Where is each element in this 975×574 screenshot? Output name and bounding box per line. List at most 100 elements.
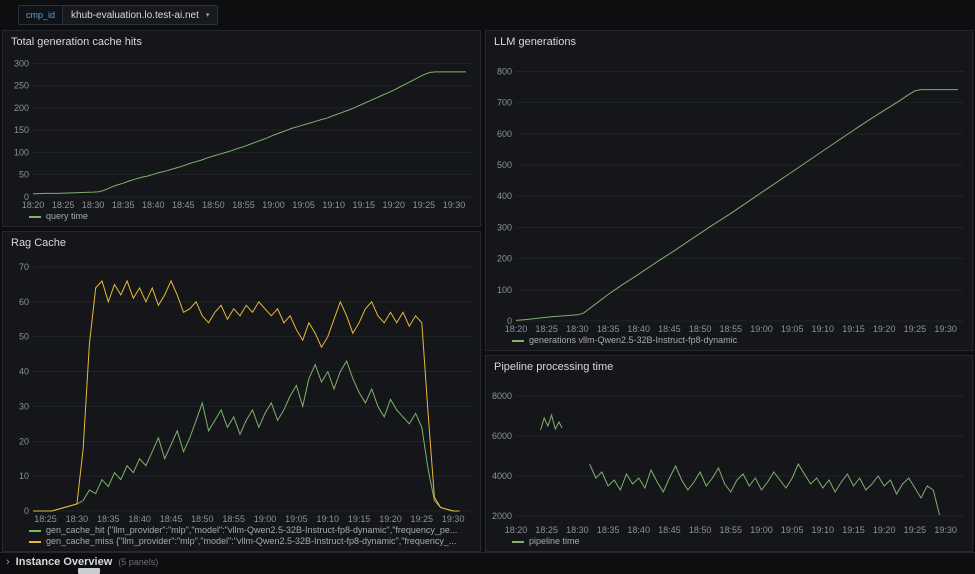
x-tick-label: 19:20	[873, 525, 896, 535]
x-tick-label: 19:00	[262, 200, 285, 210]
x-tick-label: 18:20	[22, 200, 45, 210]
dashboard-column-left: Total generation cache hits 0 50 100 150 200…	[2, 30, 481, 552]
x-tick-label: 19:00	[750, 324, 773, 334]
x-tick-label: 18:50	[689, 324, 712, 334]
x-tick-label: 18:25	[52, 200, 75, 210]
y-tick-label: 6000	[492, 431, 512, 441]
x-tick-label: 18:25	[535, 525, 558, 535]
x-tick-label: 18:50	[202, 200, 225, 210]
x-tick-label: 18:55	[232, 200, 255, 210]
x-tick-label: 19:30	[442, 514, 465, 524]
x-tick-label: 18:40	[128, 514, 151, 524]
series-line	[33, 279, 460, 512]
x-tick-label: 18:30	[82, 200, 105, 210]
legend-swatch	[29, 540, 41, 543]
dashboard-grid: Total generation cache hits 0 50 100 150 200…	[0, 30, 975, 552]
x-tick-label: 19:15	[842, 525, 865, 535]
y-tick-label: 30	[19, 401, 29, 411]
x-tick-label: 18:50	[191, 514, 214, 524]
x-tick-label: 19:10	[812, 525, 835, 535]
panel-title[interactable]: Pipeline processing time	[494, 361, 614, 373]
y-tick-label: 150	[14, 125, 29, 135]
panel-pipeline-processing-time: Pipeline processing time 2000 4000 6000 800…	[485, 355, 973, 552]
x-tick-label: 19:15	[353, 200, 376, 210]
x-tick-label: 18:35	[597, 324, 620, 334]
legend-label: pipeline time	[529, 536, 580, 546]
panel-title[interactable]: Total generation cache hits	[11, 36, 142, 48]
x-tick-label: 18:20	[505, 525, 528, 535]
x-tick-label: 18:25	[34, 514, 57, 524]
x-tick-label: 19:10	[812, 324, 835, 334]
x-tick-label: 18:40	[627, 525, 650, 535]
y-tick-label: 20	[19, 436, 29, 446]
chart-area: 0 100 200 300 400 500 600 700 800 18:20 18:25 18:30…	[486, 51, 972, 335]
legend-swatch	[29, 529, 41, 532]
y-tick-label: 70	[19, 262, 29, 272]
y-tick-label: 300	[497, 222, 512, 232]
x-tick-label: 18:20	[505, 324, 528, 334]
row-title: Instance Overview	[15, 556, 113, 568]
variable-label: cmp_id	[19, 6, 63, 24]
x-tick-label: 19:30	[443, 200, 466, 210]
x-tick-label: 18:50	[689, 525, 712, 535]
chart-area: 0 10 20 30 40 50 60 70 18:25 18:30 18:35 18:40 18:45…	[3, 252, 480, 525]
chart-area: 2000 4000 6000 8000 18:20 18:25 18:30 18:35 18:4…	[486, 376, 972, 536]
x-tick-label: 19:30	[934, 324, 957, 334]
panel-title[interactable]: Rag Cache	[11, 237, 67, 249]
x-tick-label: 19:00	[750, 525, 773, 535]
legend-swatch	[512, 339, 524, 342]
legend-label: gen_cache_miss {"llm_provider":"mlp","mo…	[46, 536, 457, 546]
legend: generations vllm-Qwen2.5-32B-Instruct-fp…	[486, 335, 972, 350]
row-instance-overview[interactable]: › Instance Overview (5 panels)	[0, 552, 975, 574]
y-tick-label: 500	[497, 160, 512, 170]
x-tick-label: 19:20	[873, 324, 896, 334]
legend-item[interactable]: generations vllm-Qwen2.5-32B-Instruct-fp…	[512, 335, 964, 346]
template-variable-control: cmp_id khub-evaluation.lo.test-ai.net ▾	[18, 5, 219, 25]
x-tick-label: 19:25	[904, 525, 927, 535]
variable-value-text: khub-evaluation.lo.test-ai.net	[71, 9, 199, 21]
legend-item[interactable]: gen_cache_hit {"llm_provider":"mlp","mod…	[29, 525, 472, 536]
x-tick-label: 19:15	[842, 324, 865, 334]
chevron-right-icon: ›	[6, 556, 10, 568]
legend-item[interactable]: query time	[29, 211, 472, 222]
x-tick-label: 18:30	[566, 324, 589, 334]
y-tick-label: 300	[14, 59, 29, 69]
chart-canvas[interactable]: 2000 4000 6000 8000 18:20 18:25 18:30 18:35 18:4…	[486, 376, 972, 536]
x-tick-label: 18:45	[172, 200, 195, 210]
series-line	[589, 462, 940, 516]
y-tick-label: 800	[497, 67, 512, 77]
y-tick-label: 0	[507, 316, 512, 326]
x-tick-label: 18:55	[720, 525, 743, 535]
legend-swatch	[512, 540, 524, 543]
chart-canvas[interactable]: 0 10 20 30 40 50 60 70 18:25 18:30 18:35 18:40 18:45…	[3, 252, 480, 525]
x-tick-label: 19:05	[781, 525, 804, 535]
x-tick-label: 18:55	[720, 324, 743, 334]
x-tick-label: 18:45	[658, 324, 681, 334]
panel-title[interactable]: LLM generations	[494, 36, 576, 48]
chevron-down-icon: ▾	[205, 12, 210, 19]
chart-area: 0 50 100 150 200 250 300 18:20 18:25 18:30 18:35 18…	[3, 51, 480, 211]
legend: query time	[3, 211, 480, 226]
legend-label: generations vllm-Qwen2.5-32B-Instruct-fp…	[529, 335, 738, 345]
x-tick-label: 19:25	[411, 514, 434, 524]
chart-canvas[interactable]: 0 100 200 300 400 500 600 700 800 18:20 18:25 18:30…	[486, 51, 972, 335]
y-tick-label: 200	[14, 103, 29, 113]
x-tick-label: 18:45	[160, 514, 183, 524]
x-tick-label: 19:25	[904, 324, 927, 334]
legend-item[interactable]: gen_cache_miss {"llm_provider":"mlp","mo…	[29, 536, 472, 547]
x-tick-label: 19:25	[413, 200, 436, 210]
chart-canvas[interactable]: 0 50 100 150 200 250 300 18:20 18:25 18:30 18:35 18…	[3, 51, 480, 211]
panel-llm-generations: LLM generations 0 100 200 300 400 500 600 700 80…	[485, 30, 973, 351]
legend-item[interactable]: pipeline time	[512, 536, 964, 547]
y-tick-label: 100	[497, 285, 512, 295]
x-tick-label: 18:55	[222, 514, 245, 524]
y-tick-label: 250	[14, 81, 29, 91]
panel-rag-cache: Rag Cache 0 10 20 30 40 50 60 70 18:25 18:30 18:35…	[2, 231, 481, 552]
x-tick-label: 19:05	[285, 514, 308, 524]
variable-value-dropdown[interactable]: khub-evaluation.lo.test-ai.net ▾	[62, 6, 218, 24]
y-tick-label: 700	[497, 98, 512, 108]
x-tick-label: 19:20	[383, 200, 406, 210]
y-tick-label: 10	[19, 471, 29, 481]
x-tick-label: 18:25	[535, 324, 558, 334]
y-tick-label: 0	[24, 506, 29, 516]
